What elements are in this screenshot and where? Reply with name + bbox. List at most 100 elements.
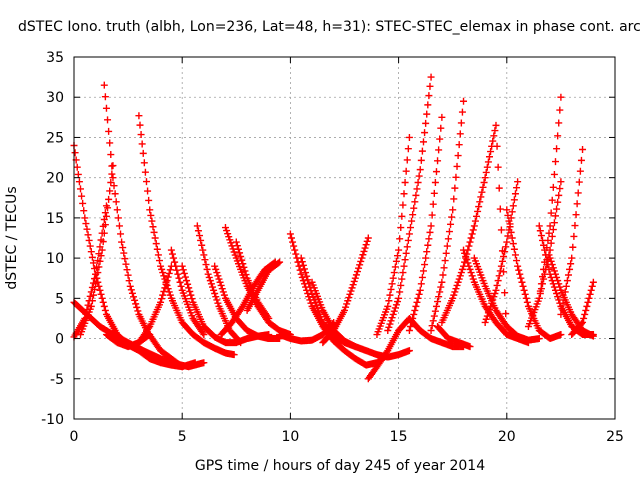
data-point [496,267,504,275]
data-point [205,273,213,281]
data-point [553,205,561,213]
data-point [348,284,356,292]
data-point [424,101,432,109]
data-point [502,310,510,318]
data-point [106,187,114,195]
data-point [463,256,471,264]
data-point [482,315,490,323]
data-point [550,170,558,178]
data-point [89,291,97,299]
data-point [441,257,449,265]
x-tick-label: 10 [281,429,299,445]
series-6 [135,112,238,359]
data-point [101,306,109,314]
data-point [467,234,475,242]
data-point [364,234,372,242]
data-point [153,245,161,253]
data-point [582,306,590,314]
data-point [579,318,587,326]
data-point [559,299,567,307]
data-point [136,121,144,129]
data-point [413,298,421,306]
data-point [522,294,530,302]
data-point [206,277,214,285]
data-point [398,212,406,220]
data-point [416,166,424,174]
data-point [470,222,478,230]
y-tick-label: -5 [50,372,64,388]
data-point [536,287,544,295]
data-point [384,302,392,310]
y-tick-label: 20 [46,171,64,187]
data-point [392,257,400,265]
data-point [430,312,438,320]
data-point [113,206,121,214]
data-point [185,284,193,292]
data-point [127,286,135,294]
data-point [579,146,587,154]
data-point [395,246,403,254]
data-point [545,229,553,237]
data-point [202,261,210,269]
data-point [503,206,511,214]
series-23 [384,73,435,335]
data-point [434,157,442,165]
data-point [108,162,116,170]
data-point [160,287,168,295]
data-point [457,119,465,127]
data-point [82,220,90,228]
data-point [88,253,96,261]
data-point [96,286,104,294]
data-point [468,272,476,280]
data-point [405,133,413,141]
data-point [575,178,583,186]
series-22 [373,133,413,339]
data-point [555,296,563,304]
data-point [200,251,208,259]
data-point [394,298,402,306]
data-point [484,309,492,317]
data-point [546,222,554,230]
data-point [388,314,396,322]
data-point [444,235,452,243]
data-point [511,251,519,259]
data-point [200,331,208,339]
data-point [105,195,113,203]
data-point [142,178,150,186]
data-point [508,208,516,216]
data-point [537,280,545,288]
data-point [158,265,166,273]
data-point [557,93,565,101]
data-point [464,259,472,267]
data-point [493,281,501,289]
series-25 [427,97,468,335]
data-point [264,313,272,321]
data-point [495,184,503,192]
data-point [400,262,408,270]
data-point [149,223,157,231]
data-point [405,230,413,238]
data-point [558,305,566,313]
data-point [214,272,222,280]
data-point [133,303,141,311]
data-point [560,294,568,302]
data-point [410,310,418,318]
data-point [454,152,462,160]
series-34 [535,93,565,302]
data-point [501,248,509,256]
data-point [363,237,371,245]
data-point [199,246,207,254]
data-point [537,232,545,240]
data-point [225,233,233,241]
data-point [485,306,493,314]
data-point [78,192,86,200]
data-point [86,242,94,250]
data-point [435,146,443,154]
data-point [357,257,365,265]
data-point [226,236,234,244]
data-point [546,254,554,262]
data-point [461,249,469,257]
data-point [75,178,83,186]
data-point [419,267,427,275]
